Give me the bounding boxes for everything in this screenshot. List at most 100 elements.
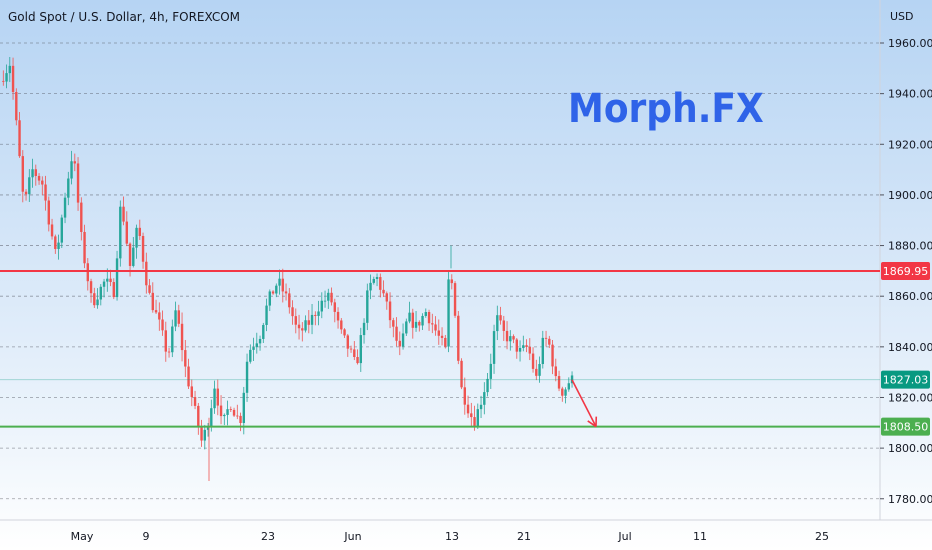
candle-body [96,299,99,306]
candle-body [538,364,541,376]
candle-body [258,338,262,344]
candle-body [336,311,340,321]
candle-body [76,163,80,203]
candle-body [262,324,265,339]
candle-body [366,290,369,323]
x-tick-label: Jun [343,530,361,543]
candle-body [431,323,434,325]
candle-body [203,429,206,441]
x-tick-label: 25 [815,530,829,543]
last-price-price-label: 1827.03 [883,374,929,387]
candle-body [444,337,447,347]
candle-body [171,326,174,353]
candle-body [158,312,161,320]
candle-body [138,227,141,236]
candle-body [226,409,229,415]
candle-body [567,383,570,390]
candle-body [382,289,385,294]
candle-body [499,315,502,321]
candle-body [106,278,109,282]
candle-body [174,310,177,327]
candle-body [245,361,249,393]
candle-body [187,366,190,387]
chart-title: Gold Spot / U.S. Dollar, 4h, FOREXCOM [8,10,241,24]
y-tick-label: 1820.00 [888,391,932,404]
candle-body [346,335,349,349]
candle-body [463,387,466,405]
candle-body [548,338,551,345]
candle-body [242,392,245,424]
candle-body [236,415,239,417]
candle-body [307,320,310,325]
y-tick-label: 1860.00 [888,290,932,303]
candle-body [408,312,411,322]
y-tick-label: 1880.00 [888,240,932,253]
candle-body [50,224,54,237]
candle-body [93,293,96,306]
candle-body [8,65,11,74]
y-tick-label: 1940.00 [888,88,932,101]
candle-body [570,375,574,384]
candle-body [252,347,255,350]
candle-body [486,378,489,393]
candle-body [271,291,275,294]
support-price-tag [881,417,930,436]
candle-body [190,386,193,398]
candle-body [323,300,327,302]
candle-body [304,320,307,331]
candle-body [398,340,401,347]
candle-body [125,221,128,244]
candle-body [154,310,158,313]
candle-body [379,277,382,290]
candle-body [395,326,398,341]
candle-body [18,120,21,157]
candle-body [83,231,86,264]
x-tick-label: 23 [261,530,275,543]
candle-body [418,321,421,326]
x-tick-label: 21 [517,530,531,543]
candle-body [115,258,119,298]
candle-body [109,278,112,283]
candle-body [145,261,148,286]
candle-body [15,92,18,121]
candle-body [184,350,187,367]
candle-body [505,330,509,342]
candle-body [369,282,372,291]
candle-body [294,316,297,325]
y-tick-label: 1780.00 [888,493,932,506]
candle-body [67,178,70,198]
candle-body [483,392,486,405]
candle-body [427,312,431,324]
candle-body [193,397,197,406]
candle-body [177,310,180,324]
candle-body [60,217,63,243]
candle-body [2,80,5,82]
candle-body [197,405,200,427]
candle-body [167,351,171,353]
candle-body [28,177,31,195]
candle-body [278,278,281,286]
candle-body [132,247,135,266]
candle-body [453,283,457,316]
candle-body [249,349,252,362]
candle-body [73,161,76,164]
candle-body [5,73,8,82]
y-tick-label: 1900.00 [888,189,932,202]
candle-body [210,408,213,428]
candle-body [223,414,226,417]
resistance-price-tag [881,262,930,281]
x-tick-label: May [71,530,94,543]
candle-body [314,314,317,316]
candle-body [284,291,288,294]
candle-body [476,409,479,428]
candle-body [31,169,34,178]
candle-body [102,281,106,287]
candle-body [24,191,28,195]
candle-body [512,336,515,340]
x-tick-label: 9 [143,530,150,543]
candle-body [388,301,392,321]
candle-body [34,169,37,176]
x-tick-label: Jul [617,530,631,543]
